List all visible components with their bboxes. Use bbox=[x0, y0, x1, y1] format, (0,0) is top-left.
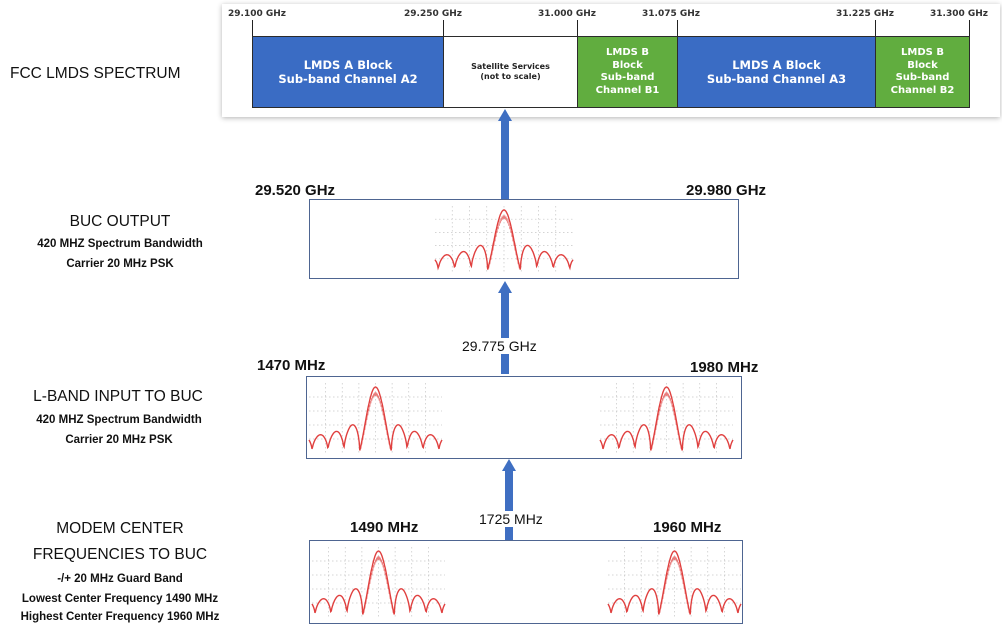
arrow-up-icon bbox=[498, 281, 512, 293]
spectrum-trace bbox=[311, 547, 742, 617]
buc-output-sub2: Carrier 20 MHz PSK bbox=[66, 258, 174, 270]
buc-freq-high: 29.980 GHz bbox=[686, 182, 767, 199]
lband-freq-low: 1470 MHz bbox=[257, 357, 326, 374]
lband-sub1: 420 MHZ Spectrum Bandwidth bbox=[36, 414, 202, 426]
tick-mark bbox=[252, 20, 253, 36]
spectrum-title: FCC LMDS SPECTRUM bbox=[10, 65, 181, 82]
modem-sub1: -/+ 20 MHz Guard Band bbox=[57, 573, 183, 585]
spectrum-panel: 29.100 GHz 29.250 GHz 31.000 GHz 31.075 … bbox=[222, 4, 1000, 117]
buc-output-plot bbox=[309, 199, 739, 279]
lo-frequency-label: 29.775 GHz bbox=[459, 338, 540, 354]
tick-label: 31.225 GHz bbox=[836, 9, 895, 19]
lband-freq-high: 1980 MHz bbox=[690, 359, 759, 376]
tick-mark bbox=[577, 20, 578, 36]
tick-mark bbox=[969, 20, 970, 36]
block-lmds-a2: LMDS A Block Sub-band Channel A2 bbox=[252, 36, 444, 108]
modem-title-line1: MODEM CENTER bbox=[56, 520, 184, 537]
tick-mark bbox=[677, 20, 678, 36]
block-lmds-b1: LMDS B Block Sub-band Channel B1 bbox=[577, 36, 678, 108]
spectrum-trace bbox=[308, 383, 734, 453]
tick-label: 29.250 GHz bbox=[404, 9, 463, 19]
arrow-up-icon bbox=[498, 109, 512, 121]
arrow-shaft bbox=[501, 292, 509, 374]
tick-label: 29.100 GHz bbox=[228, 9, 287, 19]
tick-mark bbox=[443, 20, 444, 36]
modem-sub2: Lowest Center Frequency 1490 MHz bbox=[21, 593, 219, 605]
buc-freq-low: 29.520 GHz bbox=[255, 182, 336, 199]
modem-sub3: Highest Center Frequency 1960 MHz bbox=[20, 611, 220, 623]
center-frequency-label: 1725 MHz bbox=[476, 511, 546, 527]
block-lmds-b2: LMDS B Block Sub-band Channel B2 bbox=[875, 36, 970, 108]
tick-label: 31.075 GHz bbox=[642, 9, 701, 19]
modem-title-line2: FREQUENCIES TO BUC bbox=[32, 546, 208, 563]
lband-title: L-BAND INPUT TO BUC bbox=[33, 388, 203, 405]
lband-sub2: Carrier 20 MHz PSK bbox=[65, 434, 173, 446]
tick-label: 31.300 GHz bbox=[930, 9, 989, 19]
block-lmds-a3: LMDS A Block Sub-band Channel A3 bbox=[677, 36, 876, 108]
arrow-shaft bbox=[501, 120, 509, 200]
block-satellite-services: Satellite Services (not to scale) bbox=[443, 36, 578, 108]
arrow-up-icon bbox=[502, 459, 516, 471]
modem-plot bbox=[309, 540, 743, 624]
arrow-shaft bbox=[505, 470, 513, 542]
tick-label: 31.000 GHz bbox=[538, 9, 597, 19]
lband-plot bbox=[306, 376, 742, 459]
modem-freq-low: 1490 MHz bbox=[350, 519, 419, 536]
tick-mark bbox=[875, 20, 876, 36]
spectrum-trace bbox=[434, 206, 574, 272]
buc-output-title: BUC OUTPUT bbox=[69, 213, 171, 230]
buc-output-sub1: 420 MHZ Spectrum Bandwidth bbox=[37, 238, 203, 250]
modem-freq-high: 1960 MHz bbox=[653, 519, 722, 536]
